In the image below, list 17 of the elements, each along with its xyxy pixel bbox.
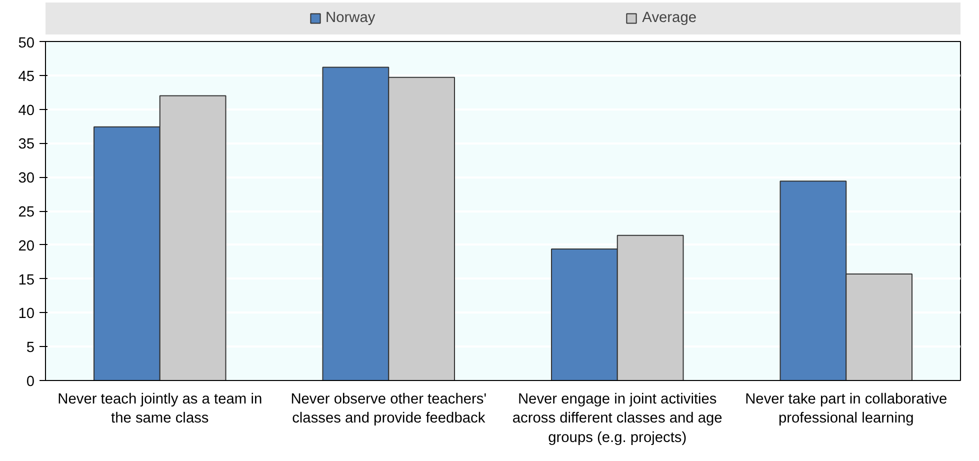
y-tick-label: 25 [18, 204, 35, 220]
legend-label: Average [642, 10, 697, 26]
x-tick-label: Never observe other teachers' classes and provide feedback [290, 392, 487, 427]
y-tick-label: 0 [26, 374, 35, 390]
y-tick-label: 30 [18, 170, 35, 187]
y-tick-label: 50 [18, 36, 35, 52]
legend-label: Norway [325, 10, 376, 26]
x-tick-label: Never teach jointly as a team in the same class [58, 392, 262, 427]
y-tick-label: 20 [18, 238, 35, 254]
y-tick-label: 40 [18, 102, 35, 119]
y-tick-label: 45 [18, 68, 35, 85]
y-tick-label: 10 [18, 306, 35, 322]
x-tick-label: Never engage in joint activities across different classes and age groups (e.g. projects) [512, 392, 722, 446]
x-tick-label: Never take part in collaborative professional learning [745, 392, 948, 427]
y-tick-label: 35 [18, 136, 35, 153]
y-tick-label: 15 [18, 272, 35, 288]
y-tick-label: 5 [26, 340, 35, 356]
